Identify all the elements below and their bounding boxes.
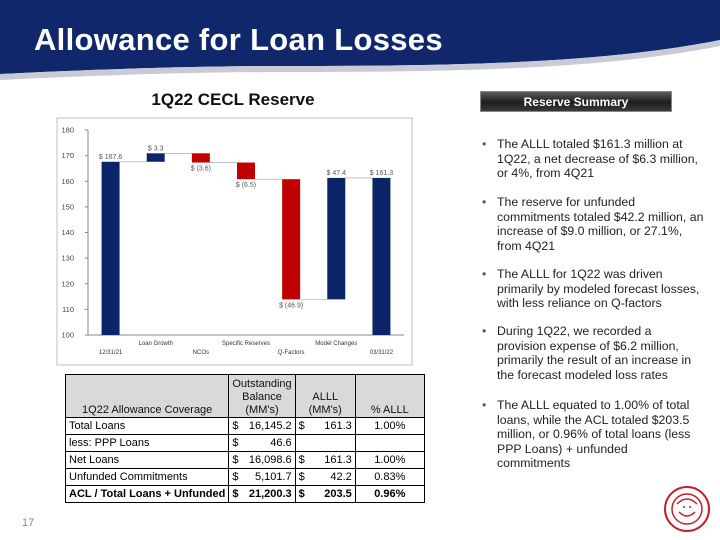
bullet: During 1Q22, we recorded a provision exp… [482, 324, 704, 382]
bullet: The ALLL for 1Q22 was driven primarily b… [482, 267, 704, 311]
value-label: $ (6.5) [236, 182, 256, 189]
bar [327, 177, 346, 300]
table-cell: 161.3 [304, 451, 356, 469]
table-row: ACL / Total Loans + Unfunded $21,200.3 $20… [64, 485, 425, 503]
bar [282, 179, 301, 300]
bullet: The reserve for unfunded commitments tot… [482, 195, 704, 253]
chart-title: 1Q22 CECL Reserve [151, 90, 315, 109]
logo [664, 486, 710, 532]
table-cell: less: PPP Loans [64, 434, 230, 452]
table-cell: 16,145.2 [240, 417, 296, 435]
table-cell [354, 434, 425, 452]
bar [237, 162, 255, 180]
y-tick-label: 140 [61, 228, 74, 237]
y-tick-label: 170 [61, 151, 74, 160]
page-number: 17 [22, 517, 35, 529]
table-cell: $ [228, 485, 241, 503]
y-tick-label: 100 [61, 331, 74, 340]
table-cell: Net Loans [64, 451, 230, 469]
y-tick-label: 180 [61, 126, 74, 135]
value-label: $ 47.4 [327, 170, 347, 177]
value-label: $ 167.6 [99, 154, 122, 161]
column-header: 1Q22 Allowance Coverage [64, 374, 230, 418]
column-header: ALLL (MM's) [294, 374, 356, 418]
value-label: $ (3.6) [191, 166, 211, 173]
column-header: Outstanding Balance (MM's) [228, 374, 296, 418]
bar [101, 161, 120, 335]
y-tick-label: 110 [62, 305, 74, 314]
table-cell [304, 434, 356, 452]
slide-title: Allowance for Loan Losses [34, 22, 443, 57]
header-accent [0, 40, 720, 80]
header-shape [0, 0, 720, 74]
table-cell: Unfunded Commitments [64, 468, 230, 486]
table-cell: $ [228, 434, 241, 452]
summary-title: Reserve Summary [480, 91, 672, 112]
x-tick-label: Specific Reserves [222, 341, 270, 347]
table-cell: $ [294, 451, 305, 469]
table-row: Unfunded Commitments $5,101.7 $42.2 0.83% [64, 468, 425, 486]
bar [191, 153, 210, 163]
header-band [0, 0, 720, 80]
table-cell: 5,101.7 [240, 468, 296, 486]
coverage-table: 1Q22 Allowance Coverage Outstanding Balan… [64, 374, 425, 503]
bullet: The ALLL equated to 1.00% of total loans… [482, 398, 704, 471]
table-cell: 1.00% [354, 417, 425, 435]
x-tick-label: Model Changes [315, 341, 357, 347]
table-cell: 161.3 [304, 417, 356, 435]
y-tick-label: 160 [61, 177, 74, 186]
table-cell: $ [294, 485, 305, 503]
header-row: 1Q22 Allowance Coverage Outstanding Balan… [64, 374, 425, 418]
table-cell: 16,098.6 [240, 451, 296, 469]
table-row: Total Loans $16,145.2 $161.3 1.00% [64, 417, 425, 435]
table-cell: $ [294, 417, 305, 435]
x-tick-label: 03/31/22 [370, 350, 394, 356]
bar [372, 177, 391, 335]
y-tick-label: 130 [61, 254, 74, 263]
table-cell: 21,200.3 [240, 485, 296, 503]
bar [146, 153, 165, 162]
table-cell: 0.96% [354, 485, 425, 503]
value-label: $ 3.3 [148, 145, 164, 152]
table-cell: 203.5 [304, 485, 356, 503]
value-label: $ (46.9) [279, 302, 303, 309]
y-tick-label: 150 [61, 202, 74, 211]
table-cell: $ [294, 468, 305, 486]
table-cell: ACL / Total Loans + Unfunded [64, 485, 230, 503]
table-cell: 46.6 [240, 434, 296, 452]
table-cell: 42.2 [304, 468, 356, 486]
table-cell: $ [228, 417, 241, 435]
table-row: less: PPP Loans $46.6 [64, 434, 425, 452]
value-label: $ 161.3 [370, 170, 393, 177]
column-header: % ALLL [354, 374, 425, 418]
x-tick-label: Q-Factors [278, 350, 305, 356]
table-row: Net Loans $16,098.6 $161.3 1.00% [64, 451, 425, 469]
x-tick-label: Loan Growth [139, 341, 173, 347]
table-cell: $ [228, 468, 241, 486]
table-cell: 1.00% [354, 451, 425, 469]
table-cell: $ [228, 451, 241, 469]
x-tick-label: NCOs [193, 350, 209, 356]
y-tick-label: 120 [61, 279, 74, 288]
table-cell: 0.83% [354, 468, 425, 486]
x-tick-label: 12/31/21 [99, 350, 123, 356]
bullet: The ALLL totaled $161.3 million at 1Q22,… [482, 137, 704, 181]
table-cell [294, 434, 305, 452]
table-cell: Total Loans [64, 417, 230, 435]
